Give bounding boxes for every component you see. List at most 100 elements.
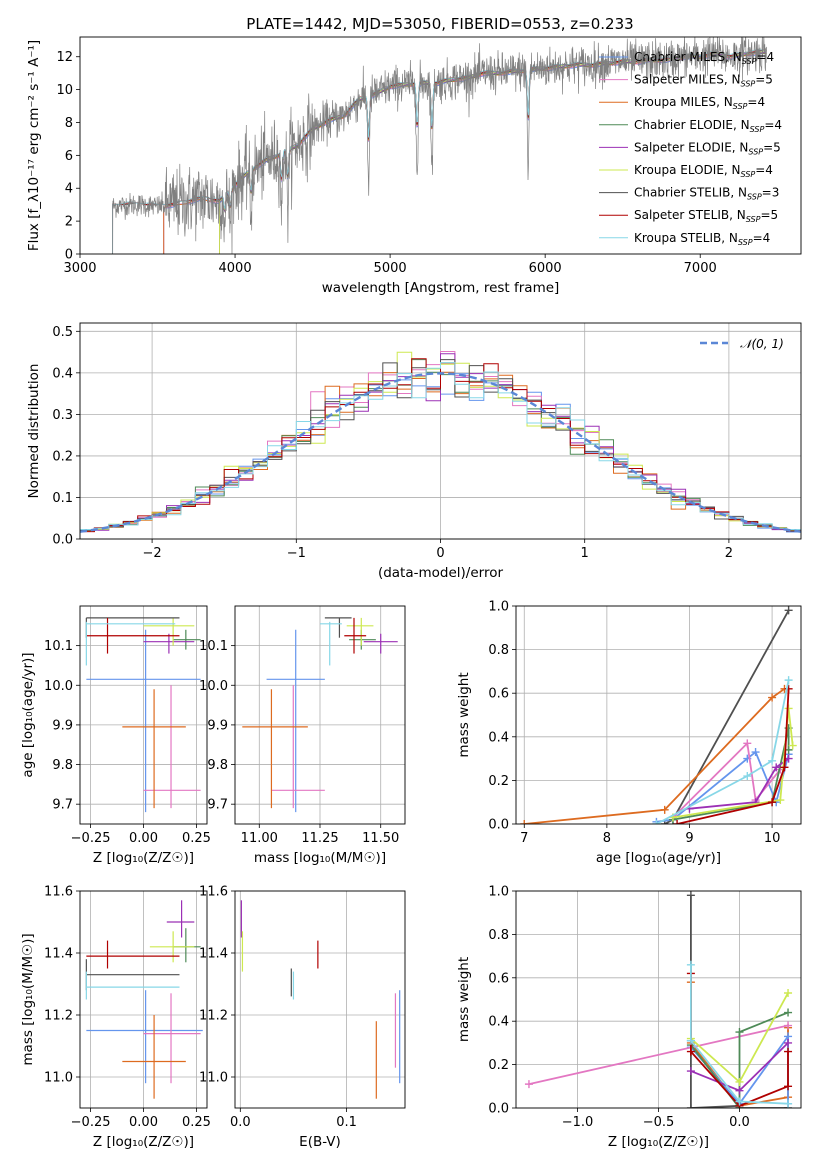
y-tick-label: 11.0 <box>44 1071 73 1086</box>
legend-label: Chabrier MILES, NSSP=4 <box>634 50 774 66</box>
x-tick-label: 0.00 <box>129 1115 158 1130</box>
plot-area-age_vs_mass <box>242 617 398 813</box>
axes-frame <box>79 322 802 540</box>
y-tick-label: 9.7 <box>207 798 228 813</box>
legend-label: Chabrier ELODIE, NSSP=4 <box>634 118 782 134</box>
axes-frame <box>79 36 802 255</box>
y-tick-label: 9.8 <box>52 758 73 773</box>
x-tick-label: 0.25 <box>182 831 211 846</box>
y-tick-label: 10.0 <box>44 679 73 694</box>
mass-weight-point <box>784 1099 793 1108</box>
x-tick-label: 0.0 <box>230 1115 251 1130</box>
legend-nssp-value: 5 <box>765 73 773 87</box>
y-tick-label: 0.3 <box>52 408 73 423</box>
mass-weight-line <box>672 741 781 819</box>
mass-weight-point <box>743 739 752 748</box>
panel-spectrum: 3000 4000 5000 6000 7000 0 2 4 6 8 10 12 wavelength … <box>26 36 802 296</box>
x-axis-label: age [log₁₀(age/yr)] <box>596 850 721 866</box>
y-tick-label: 0.1 <box>52 491 73 506</box>
legend-label: Salpeter MILES, NSSP=5 <box>634 73 773 89</box>
y-tick-label: 11.4 <box>44 947 73 962</box>
mass-weight-point <box>784 676 793 685</box>
legend-model-name: Salpeter ELODIE <box>634 140 732 154</box>
mass-weight-point <box>743 772 752 781</box>
observed-spectrum-line <box>112 37 768 254</box>
legend-nssp-value: 4 <box>757 95 765 109</box>
x-axis-label: wavelength [Angstrom, rest frame] <box>322 280 560 296</box>
mass-weight-point <box>768 693 777 702</box>
y-axis-label: mass weight <box>456 672 472 757</box>
y-tick-label: 0.4 <box>488 1015 509 1030</box>
mass-weight-point <box>686 960 695 969</box>
axes-frame <box>234 890 406 1109</box>
y-tick-label: 11.0 <box>199 1071 228 1086</box>
mass-weight-point <box>686 891 695 900</box>
y-tick-label: 0.4 <box>488 730 509 745</box>
mass-weight-point <box>788 741 797 750</box>
x-tick-label: 8 <box>603 831 611 846</box>
y-tick-label: 11.6 <box>44 885 73 900</box>
mass-weight-line <box>524 688 786 824</box>
mass-weight-line <box>690 964 789 1105</box>
mass-weight-line <box>690 1011 789 1108</box>
y-tick-label: 0.8 <box>488 928 509 943</box>
y-tick-label: 0.6 <box>488 971 509 986</box>
y-tick-label: 0 <box>65 248 73 263</box>
plot-area-spectrum <box>112 37 768 254</box>
y-tick-label: 0.2 <box>52 449 73 464</box>
x-tick-label: 3000 <box>63 261 96 276</box>
y-axis-label: Normed distribution <box>26 364 42 499</box>
mass-weight-point <box>686 1036 695 1045</box>
axes-frame <box>515 605 802 825</box>
y-axis-label: mass [log₁₀(M/M☉)] <box>20 933 36 1065</box>
legend-label: Kroupa ELODIE, NSSP=4 <box>634 163 773 179</box>
mass-weight-point <box>686 1067 695 1076</box>
legend-label: Salpeter ELODIE, NSSP=5 <box>634 140 781 156</box>
mass-weight-point <box>780 763 789 772</box>
x-tick-label: 0.1 <box>336 1115 357 1130</box>
x-axis-label: mass [log₁₀(M/M☉)] <box>254 850 386 866</box>
mass-weight-line <box>655 679 790 824</box>
y-tick-label: 11.2 <box>199 1009 228 1024</box>
y-tick-label: 11.2 <box>44 1009 73 1024</box>
axes-frame <box>79 890 208 1109</box>
legend-model-name: Kroupa ELODIE <box>634 163 724 177</box>
mass-weight-line <box>528 1024 789 1085</box>
x-tick-label: −0.25 <box>71 831 111 846</box>
y-tick-label: 12 <box>56 50 73 65</box>
mass-weight-point <box>772 763 781 772</box>
y-tick-label: 8 <box>65 116 73 131</box>
panel-mass_vs_Z: −0.25 0.00 0.25 11.0 11.2 11.4 11.6 Z [log₁₀(Z/… <box>20 885 211 1151</box>
mass-weight-point <box>784 754 793 763</box>
y-tick-label: 10.1 <box>44 639 73 654</box>
x-tick-label: −1.0 <box>562 1115 594 1130</box>
mass-weight-point <box>784 1021 793 1030</box>
y-tick-label: 10 <box>56 83 73 98</box>
residual-histogram <box>80 358 801 533</box>
y-tick-label: 1.0 <box>488 885 509 900</box>
x-tick-label: 10 <box>764 831 781 846</box>
x-tick-label: 0.0 <box>729 1115 750 1130</box>
mass-weight-line <box>676 688 790 824</box>
axes-frame <box>234 605 406 825</box>
legend-label: Kroupa STELIB, NSSP=4 <box>634 231 770 247</box>
residual-histogram <box>80 353 801 532</box>
panel-mass_vs_EBV: 0.0 0.1 11.0 11.2 11.4 11.6 E(B-V) <box>199 885 406 1150</box>
mass-weight-point <box>751 748 760 757</box>
mass-weight-point <box>768 798 777 807</box>
legend-nssp-value: 3 <box>772 186 780 200</box>
y-tick-label: 11.4 <box>199 947 228 962</box>
y-tick-label: 9.9 <box>207 718 228 733</box>
x-tick-label: 4000 <box>219 261 252 276</box>
x-axis-label: Z [log₁₀(Z/Z☉)] <box>608 1134 709 1150</box>
axes-frame <box>79 605 208 825</box>
x-axis-label: Z [log₁₀(Z/Z☉)] <box>93 1134 194 1150</box>
panels-root: 3000 4000 5000 6000 7000024681012wavelength … <box>20 36 802 1151</box>
y-tick-label: 10.1 <box>199 639 228 654</box>
mass-weight-point <box>735 1077 744 1086</box>
axes-frame <box>515 890 802 1109</box>
y-tick-label: 2 <box>65 215 73 230</box>
legend-model-name: Chabrier STELIB <box>634 186 730 200</box>
y-tick-label: 1.0 <box>488 600 509 615</box>
